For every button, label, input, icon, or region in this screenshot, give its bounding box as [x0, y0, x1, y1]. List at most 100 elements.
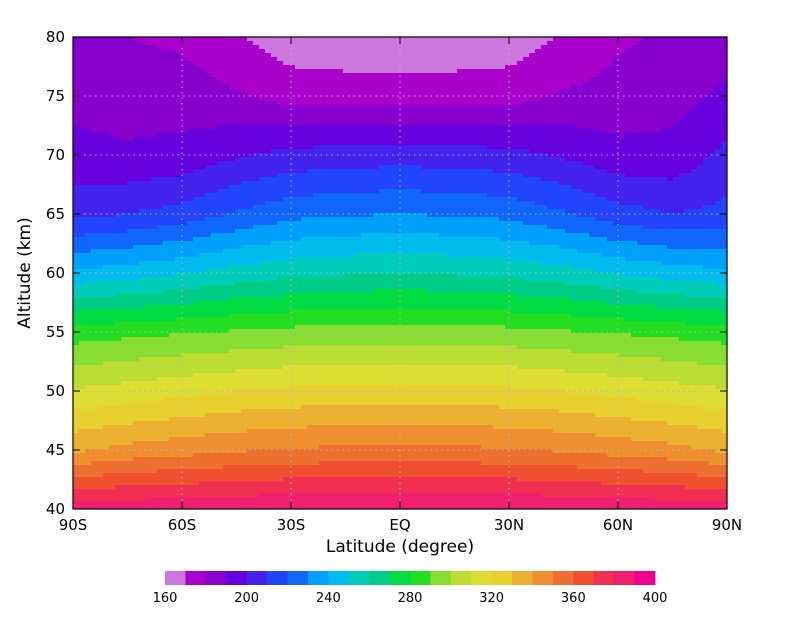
contour-cell [637, 173, 644, 178]
contour-cell [133, 153, 140, 158]
contour-cell [529, 45, 536, 50]
contour-cell [403, 61, 410, 66]
contour-cell [157, 113, 164, 118]
contour-cell [181, 121, 188, 126]
contour-cell [643, 145, 650, 150]
contour-cell [391, 45, 398, 50]
contour-cell [439, 185, 446, 190]
contour-cell [427, 93, 434, 98]
contour-cell [541, 77, 548, 82]
contour-cell [205, 145, 212, 150]
contour-cell [433, 53, 440, 58]
contour-cell [583, 105, 590, 110]
contour-cell [121, 157, 128, 162]
contour-cell [439, 177, 446, 182]
contour-cell [493, 189, 500, 194]
contour-cell [493, 85, 500, 90]
contour-cell [193, 57, 200, 62]
contour-cell [79, 45, 86, 50]
contour-cell [493, 157, 500, 162]
contour-cell [529, 141, 536, 146]
contour-cell [499, 205, 506, 210]
contour-cell [391, 125, 398, 130]
contour-cell [409, 193, 416, 198]
contour-cell [427, 153, 434, 158]
contour-cell [337, 117, 344, 122]
contour-cell [439, 93, 446, 98]
contour-cell [235, 145, 242, 150]
contour-cell [685, 129, 692, 134]
contour-cell [91, 197, 98, 202]
contour-cell [643, 37, 650, 42]
contour-cell [181, 117, 188, 122]
contour-cell [379, 45, 386, 50]
contour-cell [499, 105, 506, 110]
contour-cell [289, 53, 296, 58]
contour-cell [691, 193, 698, 198]
contour-cell [685, 185, 692, 190]
contour-cell [73, 177, 80, 182]
contour-cell [529, 205, 536, 210]
contour-cell [385, 129, 392, 134]
contour-cell [343, 61, 350, 66]
contour-cell [301, 57, 308, 62]
contour-cell [481, 121, 488, 126]
contour-cell [673, 45, 680, 50]
contour-cell [589, 77, 596, 82]
contour-cell [679, 65, 686, 70]
contour-cell [325, 69, 332, 74]
contour-cell [613, 41, 620, 46]
contour-cell [415, 81, 422, 86]
contour-cell [607, 197, 614, 202]
contour-cell [559, 181, 566, 186]
contour-cell [583, 165, 590, 170]
contour-cell [691, 121, 698, 126]
contour-cell [421, 177, 428, 182]
contour-cell [349, 141, 356, 146]
contour-cell [139, 193, 146, 198]
contour-cell [127, 69, 134, 74]
contour-cell [691, 109, 698, 114]
contour-cell [169, 105, 176, 110]
contour-cell [139, 113, 146, 118]
contour-cell [79, 141, 86, 146]
contour-cell [337, 73, 344, 78]
contour-cell [385, 133, 392, 138]
contour-cell [697, 161, 704, 166]
contour-cell [379, 121, 386, 126]
contour-cell [277, 205, 284, 210]
contour-cell [97, 189, 104, 194]
contour-cell [445, 97, 452, 102]
contour-cell [421, 73, 428, 78]
contour-cell [235, 177, 242, 182]
contour-cell [349, 185, 356, 190]
contour-cell [589, 121, 596, 126]
contour-cell [517, 217, 524, 222]
contour-cell [205, 193, 212, 198]
contour-cell [337, 149, 344, 154]
contour-cell [343, 69, 350, 74]
contour-cell [121, 165, 128, 170]
contour-cell [91, 73, 98, 78]
contour-cell [181, 185, 188, 190]
contour-cell [307, 89, 314, 94]
contour-cell [343, 137, 350, 142]
contour-cell [679, 193, 686, 198]
contour-cell [487, 189, 494, 194]
contour-cell [361, 93, 368, 98]
contour-cell [517, 173, 524, 178]
contour-cell [259, 113, 266, 118]
contour-cell [253, 109, 260, 114]
contour-cell [307, 81, 314, 86]
contour-cell [379, 65, 386, 70]
contour-cell [193, 109, 200, 114]
contour-cell [709, 97, 716, 102]
contour-cell [571, 165, 578, 170]
contour-cell [175, 173, 182, 178]
contour-cell [343, 157, 350, 162]
contour-cell [607, 193, 614, 198]
contour-cell [499, 217, 506, 222]
contour-cell [97, 177, 104, 182]
contour-cell [625, 217, 632, 222]
contour-cell [391, 149, 398, 154]
